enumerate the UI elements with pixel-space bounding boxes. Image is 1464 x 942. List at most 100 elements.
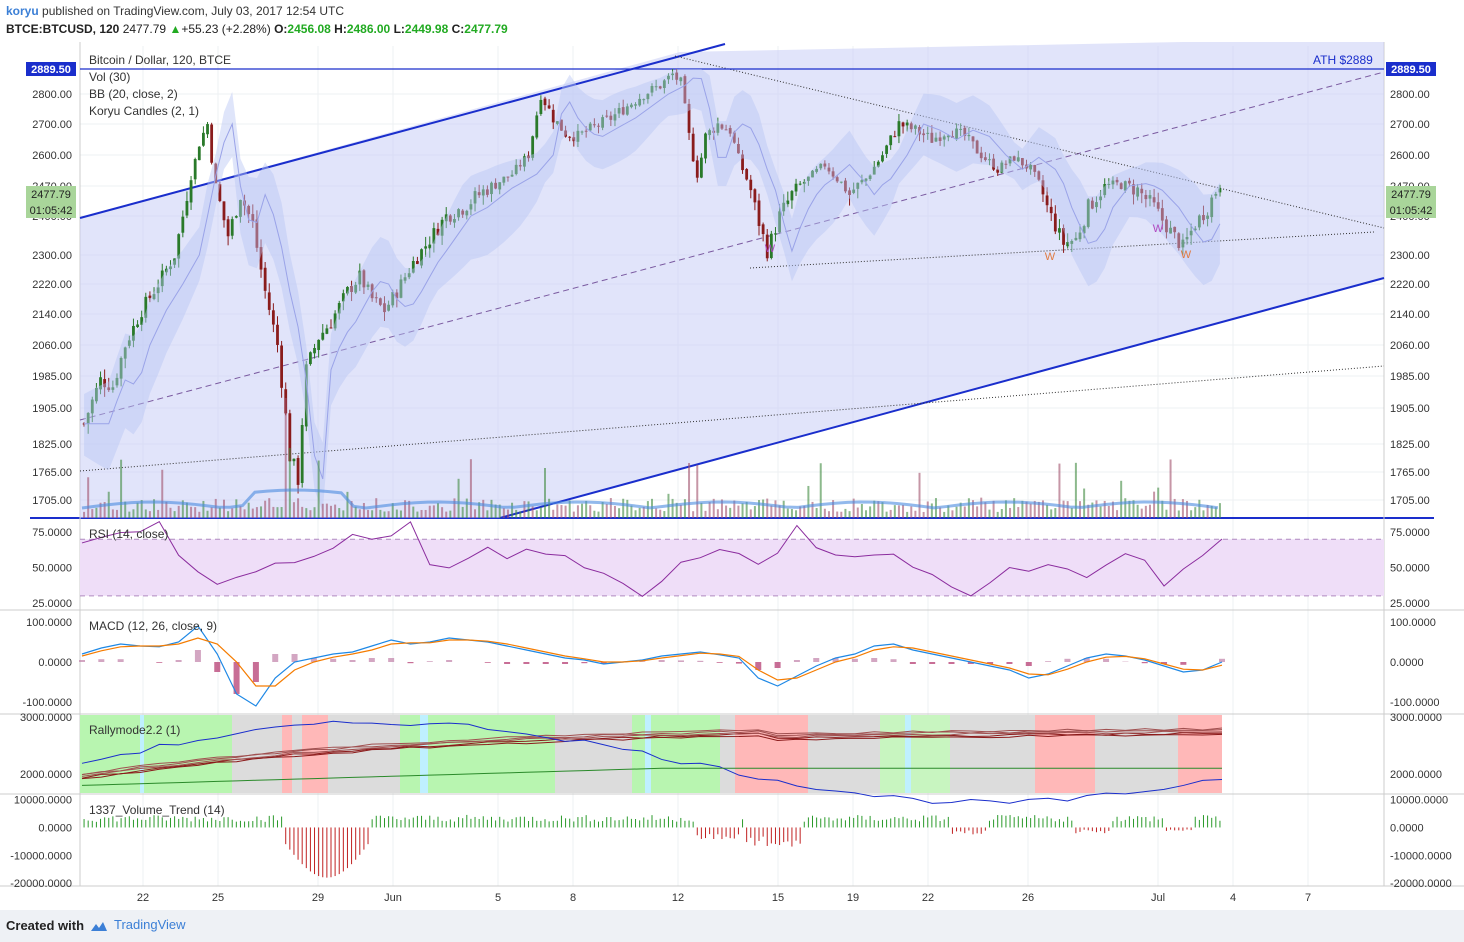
volume-bar (449, 510, 452, 518)
ath-label: ATH $2889 (1313, 53, 1373, 67)
candle-body (1016, 157, 1020, 162)
candle-body (823, 163, 827, 167)
candle-body (193, 159, 197, 180)
candle-body (362, 270, 366, 288)
candle-body (399, 279, 403, 298)
volume-bar (1214, 507, 1217, 518)
volume-bar (827, 511, 830, 518)
macd-histogram-bar (407, 662, 414, 664)
candle-body (881, 155, 884, 162)
macd-histogram-bar (252, 662, 259, 682)
candle-body (1132, 184, 1135, 195)
volume-bar (313, 507, 316, 518)
macd-histogram-bar (832, 658, 839, 662)
volume-bar (1136, 504, 1139, 518)
chart-canvas[interactable]: W W W W 22 25 29 Jun 5 8 12 15 19 22 26 Jul 4 7 2800.00 28… (0, 42, 1464, 910)
candle-body (337, 303, 341, 314)
candle-body (1119, 183, 1123, 189)
symbol-label: BTCE:BTCUSD, 120 (6, 22, 120, 36)
x-tick-label: 15 (772, 892, 784, 904)
volume-bar (498, 504, 501, 518)
candle-body (317, 339, 321, 350)
macd-histogram-bar (851, 658, 858, 662)
candle-body (457, 209, 460, 218)
macd-histogram-bar (426, 661, 433, 662)
candle-body (909, 123, 913, 130)
candle-body (839, 181, 843, 183)
candle-body (535, 115, 539, 138)
candle-body (436, 228, 440, 236)
macd-histogram-bar (523, 662, 530, 664)
volume-bar (548, 498, 551, 518)
volume-bar (897, 505, 900, 518)
candle-body (885, 145, 888, 154)
candle-body (1173, 226, 1177, 233)
tradingview-link[interactable]: TradingView (88, 917, 186, 932)
volume-bar (539, 507, 542, 518)
channel-midline (79, 71, 1385, 421)
macd-histogram-bar (156, 662, 163, 663)
candle-body (1123, 181, 1127, 191)
candle-body (852, 189, 856, 193)
volume-bar (210, 507, 213, 518)
candle-body (868, 175, 872, 179)
volume-bar (576, 505, 579, 518)
macd-histogram-bar (658, 660, 665, 662)
volume-bar (741, 503, 744, 518)
close-value: 2477.79 (464, 22, 508, 36)
candle-body (1140, 188, 1144, 194)
macd-histogram-bar (987, 662, 994, 664)
triangle-support-line (749, 231, 1375, 269)
volume-bar (198, 511, 201, 518)
volume-bar (774, 500, 777, 518)
volume-bar (461, 506, 464, 518)
volume-bar (852, 498, 855, 518)
volume-bar (745, 501, 748, 518)
volume-bar (490, 499, 493, 518)
candle-body (222, 201, 226, 221)
candle-body (234, 216, 238, 218)
y-tick-label-left: 1705.00 (32, 495, 72, 507)
volume-bar (404, 500, 407, 518)
candle-body (107, 387, 111, 391)
candle-body (325, 328, 329, 334)
y-tick-label-right: 2220.00 (1390, 279, 1430, 291)
volume-bar (173, 511, 176, 518)
volume-bar (305, 508, 308, 518)
volume-bar (1013, 498, 1016, 518)
rally-green-line (81, 767, 1222, 786)
volume-bar (194, 507, 197, 518)
macd-histogram-bar (639, 661, 646, 662)
macd-tick-left: 0.0000 (38, 657, 72, 669)
candle-body (638, 98, 642, 106)
rsi-tick-right: 75.0000 (1390, 527, 1430, 539)
volume-bar (218, 507, 221, 518)
candle-body (444, 214, 448, 222)
candle-body (1206, 215, 1209, 219)
volume-bar (1144, 505, 1147, 518)
candle-body (913, 125, 917, 129)
volume-bar (362, 502, 365, 518)
y-tick-label-right: 2300.00 (1390, 250, 1430, 262)
author-link[interactable]: koryu (6, 4, 39, 18)
volume-bar (268, 498, 271, 518)
volume-bar (1186, 500, 1189, 518)
volume-bar (877, 501, 880, 518)
volume-bar (408, 500, 411, 518)
candle-body (572, 137, 576, 142)
candle-body (658, 86, 662, 89)
macd-histogram-bar (793, 660, 800, 662)
volume-trend-pane[interactable] (80, 794, 1384, 886)
volume-bar (819, 463, 822, 518)
volume-bar (1000, 508, 1003, 518)
macd-histogram-bar (310, 658, 317, 662)
volume-bar (865, 510, 868, 518)
candle-body (634, 104, 637, 106)
candle-body (955, 128, 958, 140)
macd-histogram-bar (697, 660, 704, 662)
volume-bar (280, 507, 283, 518)
volume-bar (136, 502, 139, 518)
volume-bar (272, 506, 275, 518)
volume-bar (836, 511, 839, 518)
high-value: 2486.00 (346, 22, 391, 36)
